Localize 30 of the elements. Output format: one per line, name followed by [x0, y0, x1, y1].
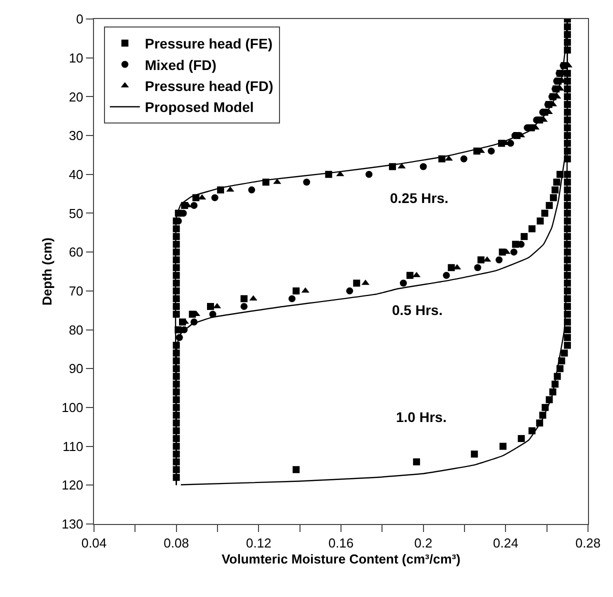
y-tick-label: 100 — [62, 400, 84, 416]
legend-label: Mixed (FD) — [144, 56, 216, 73]
y-tick-label: 30 — [68, 128, 84, 144]
y-tick-label: 10 — [68, 50, 84, 66]
annotation: 0.5 Hrs. — [392, 302, 443, 318]
legend-label: Proposed Model — [144, 99, 254, 116]
y-tick-label: 80 — [68, 322, 84, 338]
x-tick-label: 0.16 — [328, 536, 354, 551]
annotation: 1.0 Hrs. — [396, 409, 447, 425]
x-tick-label: 0.24 — [493, 536, 518, 551]
y-axis-title: Depth (cm) — [40, 238, 55, 306]
y-tick-label: 20 — [68, 89, 84, 104]
y-tick-label: 0 — [76, 12, 84, 27]
y-tick-label: 50 — [68, 206, 84, 221]
y-tick-label: 90 — [68, 361, 84, 376]
y-tick-label: 130 — [62, 516, 84, 532]
y-tick-label: 120 — [62, 478, 84, 493]
x-tick-label: 0.2 — [414, 536, 432, 551]
y-tick-label: 110 — [62, 438, 84, 454]
x-tick-label: 0.28 — [575, 536, 601, 551]
x-axis-title: Volumteric Moisture Content (cm³/cm³) — [222, 551, 460, 566]
legend-label: Pressure head (FE) — [144, 36, 272, 52]
annotation: 0.25 Hrs. — [390, 190, 448, 206]
x-tick-label: 0.12 — [246, 536, 272, 551]
y-tick-label: 60 — [68, 244, 84, 260]
x-tick-label: 0.08 — [164, 536, 189, 551]
legend-label: Pressure head (FD) — [144, 78, 274, 94]
x-tick-label: 0.04 — [81, 536, 107, 551]
y-tick-label: 40 — [68, 166, 84, 182]
y-tick-label: 70 — [68, 283, 84, 298]
